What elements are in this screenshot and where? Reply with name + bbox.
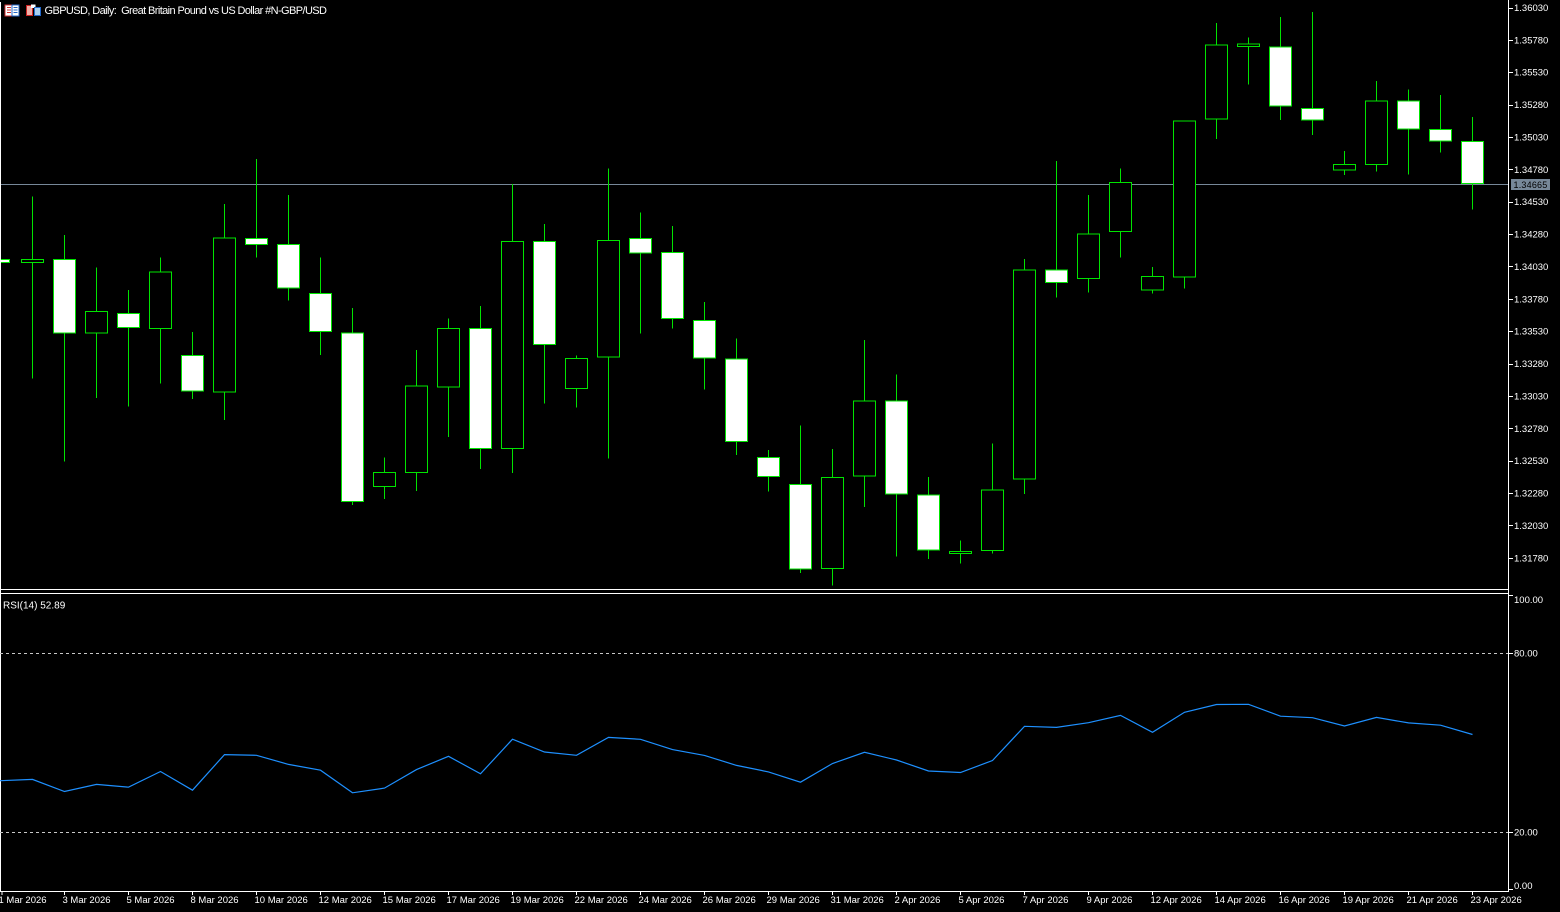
svg-text:1.34530: 1.34530	[1514, 197, 1548, 208]
svg-text:22 Mar 2026: 22 Mar 2026	[575, 895, 628, 906]
svg-text:RSI(14) 52.89: RSI(14) 52.89	[3, 601, 66, 612]
svg-text:16 Apr 2026: 16 Apr 2026	[1279, 895, 1330, 906]
svg-text:100.00: 100.00	[1514, 595, 1543, 606]
svg-text:14 Apr 2026: 14 Apr 2026	[1215, 895, 1266, 906]
svg-text:12 Apr 2026: 12 Apr 2026	[1151, 895, 1202, 906]
svg-text:9 Apr 2026: 9 Apr 2026	[1087, 895, 1133, 906]
svg-text:1.32530: 1.32530	[1514, 456, 1548, 467]
svg-text:17 Mar 2026: 17 Mar 2026	[447, 895, 500, 906]
svg-text:1.35780: 1.35780	[1514, 35, 1548, 46]
svg-text:1.32030: 1.32030	[1514, 521, 1548, 532]
svg-text:1.33530: 1.33530	[1514, 327, 1548, 338]
svg-text:29 Mar 2026: 29 Mar 2026	[767, 895, 820, 906]
svg-text:1.33280: 1.33280	[1514, 359, 1548, 370]
svg-text:5 Apr 2026: 5 Apr 2026	[959, 895, 1005, 906]
svg-text:1.33780: 1.33780	[1514, 294, 1548, 305]
svg-text:1.32780: 1.32780	[1514, 424, 1548, 435]
svg-text:15 Mar 2026: 15 Mar 2026	[383, 895, 436, 906]
svg-text:3 Mar 2026: 3 Mar 2026	[63, 895, 111, 906]
svg-text:23 Apr 2026: 23 Apr 2026	[1471, 895, 1522, 906]
svg-text:1.36030: 1.36030	[1514, 3, 1548, 14]
svg-text:1.34780: 1.34780	[1514, 165, 1548, 176]
svg-text:26 Mar 2026: 26 Mar 2026	[703, 895, 756, 906]
svg-text:19 Mar 2026: 19 Mar 2026	[511, 895, 564, 906]
svg-text:24 Mar 2026: 24 Mar 2026	[639, 895, 692, 906]
svg-text:1.32280: 1.32280	[1514, 489, 1548, 500]
svg-text:1.35030: 1.35030	[1514, 133, 1548, 144]
svg-text:0.00: 0.00	[1514, 881, 1533, 892]
svg-text:7 Apr 2026: 7 Apr 2026	[1023, 895, 1069, 906]
svg-text:1.33030: 1.33030	[1514, 391, 1548, 402]
svg-text:21 Apr 2026: 21 Apr 2026	[1407, 895, 1458, 906]
svg-text:1 Mar 2026: 1 Mar 2026	[0, 895, 47, 906]
svg-text:1.34280: 1.34280	[1514, 230, 1548, 241]
svg-text:GBPUSD, Daily: Great Britain: GBPUSD, Daily: Great Britain Pound vs US…	[45, 5, 328, 17]
svg-text:1.34665: 1.34665	[1514, 180, 1548, 190]
svg-text:19 Apr 2026: 19 Apr 2026	[1343, 895, 1394, 906]
svg-text:1.31780: 1.31780	[1514, 553, 1548, 564]
svg-text:10 Mar 2026: 10 Mar 2026	[255, 895, 308, 906]
svg-text:2 Apr 2026: 2 Apr 2026	[895, 895, 941, 906]
svg-text:12 Mar 2026: 12 Mar 2026	[319, 895, 372, 906]
svg-text:1.35280: 1.35280	[1514, 100, 1548, 111]
svg-text:80.00: 80.00	[1514, 649, 1538, 660]
svg-text:31 Mar 2026: 31 Mar 2026	[831, 895, 884, 906]
svg-text:1.34030: 1.34030	[1514, 262, 1548, 273]
svg-text:8 Mar 2026: 8 Mar 2026	[191, 895, 239, 906]
svg-text:1.35530: 1.35530	[1514, 68, 1548, 79]
svg-text:5 Mar 2026: 5 Mar 2026	[127, 895, 175, 906]
svg-text:20.00: 20.00	[1514, 828, 1538, 839]
